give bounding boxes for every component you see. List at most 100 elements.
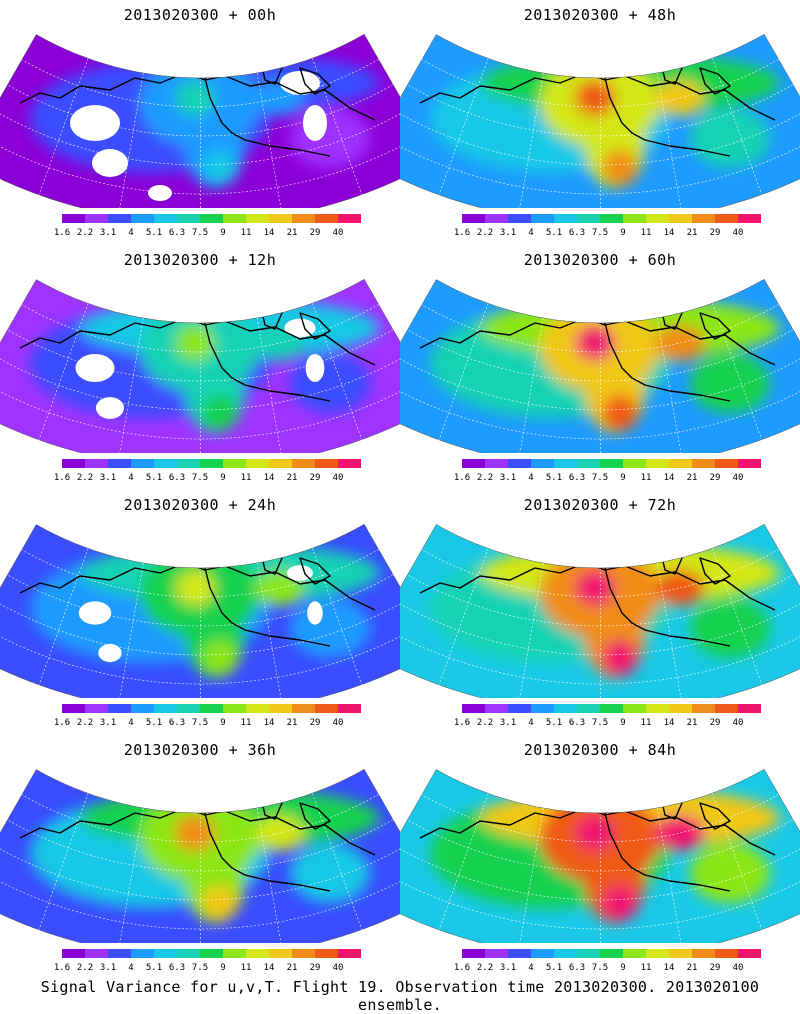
colorbar-swatch (200, 214, 223, 223)
colorbar-tick-label: 6.3 (569, 228, 585, 238)
colorbar-swatch (315, 704, 338, 713)
colorbar-tick-label: 3.1 (500, 718, 516, 728)
colorbar-swatch (462, 949, 485, 958)
colorbar-tick-label: 14 (264, 228, 275, 238)
colorbar-tick-label: 7.5 (592, 963, 608, 973)
colorbar-swatch (292, 459, 315, 468)
colorbar-tick-label: 21 (687, 963, 698, 973)
variance-map (0, 763, 400, 943)
colorbar-swatch (338, 214, 361, 223)
colorbar-tick-label: 3.1 (100, 718, 116, 728)
colorbar-tick-label: 9 (220, 473, 225, 483)
colorbar-tick-label: 14 (264, 718, 275, 728)
colorbar-tick-label: 7.5 (592, 473, 608, 483)
colorbar-swatch (154, 949, 177, 958)
colorbar-swatch (531, 214, 554, 223)
colorbar-tick-label: 9 (220, 718, 225, 728)
colorbar-tick-label: 6.3 (569, 963, 585, 973)
colorbar-tick-label: 2.2 (77, 963, 93, 973)
colorbar-swatch (246, 704, 269, 713)
colorbar-swatch (623, 214, 646, 223)
colorbar-tick-label: 29 (710, 963, 721, 973)
colorbar-swatch (292, 214, 315, 223)
colorbar-tick-label: 4 (528, 473, 533, 483)
colorbar-swatch (554, 459, 577, 468)
colorbar-tick-label: 11 (241, 473, 252, 483)
colorbar-swatch (177, 459, 200, 468)
colorbar-tick-label: 7.5 (192, 228, 208, 238)
colorbar-swatch (246, 214, 269, 223)
colorbar-tick-label: 40 (333, 718, 344, 728)
colorbar-swatch (715, 704, 738, 713)
colorbar-tick-label: 11 (641, 228, 652, 238)
colorbar-swatch (462, 459, 485, 468)
colorbar-swatch (200, 459, 223, 468)
colorbar-swatch (85, 949, 108, 958)
colorbar-swatch (246, 949, 269, 958)
colorbar-swatch (62, 949, 85, 958)
variance-map (400, 518, 800, 698)
colorbar-swatch (315, 949, 338, 958)
colorbar-tick-label: 29 (310, 718, 321, 728)
colorbar-swatch (623, 459, 646, 468)
colorbar-tick-label: 29 (310, 228, 321, 238)
colorbar-tick-label: 29 (310, 473, 321, 483)
colorbar-swatch (738, 459, 761, 468)
colorbar-swatch (485, 949, 508, 958)
colorbar-tick-label: 3.1 (500, 228, 516, 238)
colorbar-swatch (338, 949, 361, 958)
colorbar-tick-label: 21 (687, 228, 698, 238)
colorbar-swatch (669, 459, 692, 468)
colorbar-tick-label: 4 (528, 718, 533, 728)
variance-map (0, 273, 400, 453)
colorbar-tick-label: 40 (333, 228, 344, 238)
colorbar-swatch (246, 459, 269, 468)
colorbar-tick-label: 6.3 (569, 718, 585, 728)
colorbar-tick-label: 5.1 (546, 718, 562, 728)
colorbar-swatch (508, 704, 531, 713)
colorbar-swatch (108, 459, 131, 468)
colorbar-tick-label: 3.1 (100, 963, 116, 973)
panel-title: 2013020300 + 00h (0, 6, 400, 24)
colorbar-tick-label: 21 (287, 963, 298, 973)
colorbar-swatch (485, 459, 508, 468)
colorbar-swatch (292, 704, 315, 713)
colorbar-swatch (85, 459, 108, 468)
colorbar-swatch (223, 949, 246, 958)
colorbar-swatch (62, 704, 85, 713)
colorbar-tick-label: 11 (241, 963, 252, 973)
colorbar-swatch (692, 704, 715, 713)
colorbar-tick-label: 6.3 (169, 473, 185, 483)
colorbar-tick-label: 6.3 (569, 473, 585, 483)
colorbar-tick-label: 21 (287, 228, 298, 238)
colorbar-tick-label: 6.3 (169, 718, 185, 728)
colorbar-tick-label: 9 (220, 963, 225, 973)
colorbar-swatch (623, 704, 646, 713)
colorbar-swatch (600, 459, 623, 468)
colorbar-tick-label: 4 (128, 963, 133, 973)
colorbar-swatch (646, 214, 669, 223)
colorbar-tick-label: 4 (128, 473, 133, 483)
colorbar-swatch (315, 459, 338, 468)
colorbar-swatch (577, 949, 600, 958)
colorbar-tick-label: 5.1 (146, 963, 162, 973)
colorbar-tick-label: 7.5 (192, 473, 208, 483)
colorbar-tick-label: 7.5 (592, 228, 608, 238)
colorbar-swatch (223, 214, 246, 223)
colorbar-tick-label: 40 (333, 473, 344, 483)
colorbar-swatch (462, 214, 485, 223)
colorbar-swatch (554, 214, 577, 223)
panel-title: 2013020300 + 48h (400, 6, 800, 24)
colorbar-swatch (485, 704, 508, 713)
figure-caption: Signal Variance for u,v,T. Flight 19. Ob… (0, 978, 800, 1014)
panel-title: 2013020300 + 60h (400, 251, 800, 269)
colorbar-tick-label: 9 (620, 718, 625, 728)
colorbar-swatch (154, 704, 177, 713)
colorbar-tick-label: 29 (710, 228, 721, 238)
